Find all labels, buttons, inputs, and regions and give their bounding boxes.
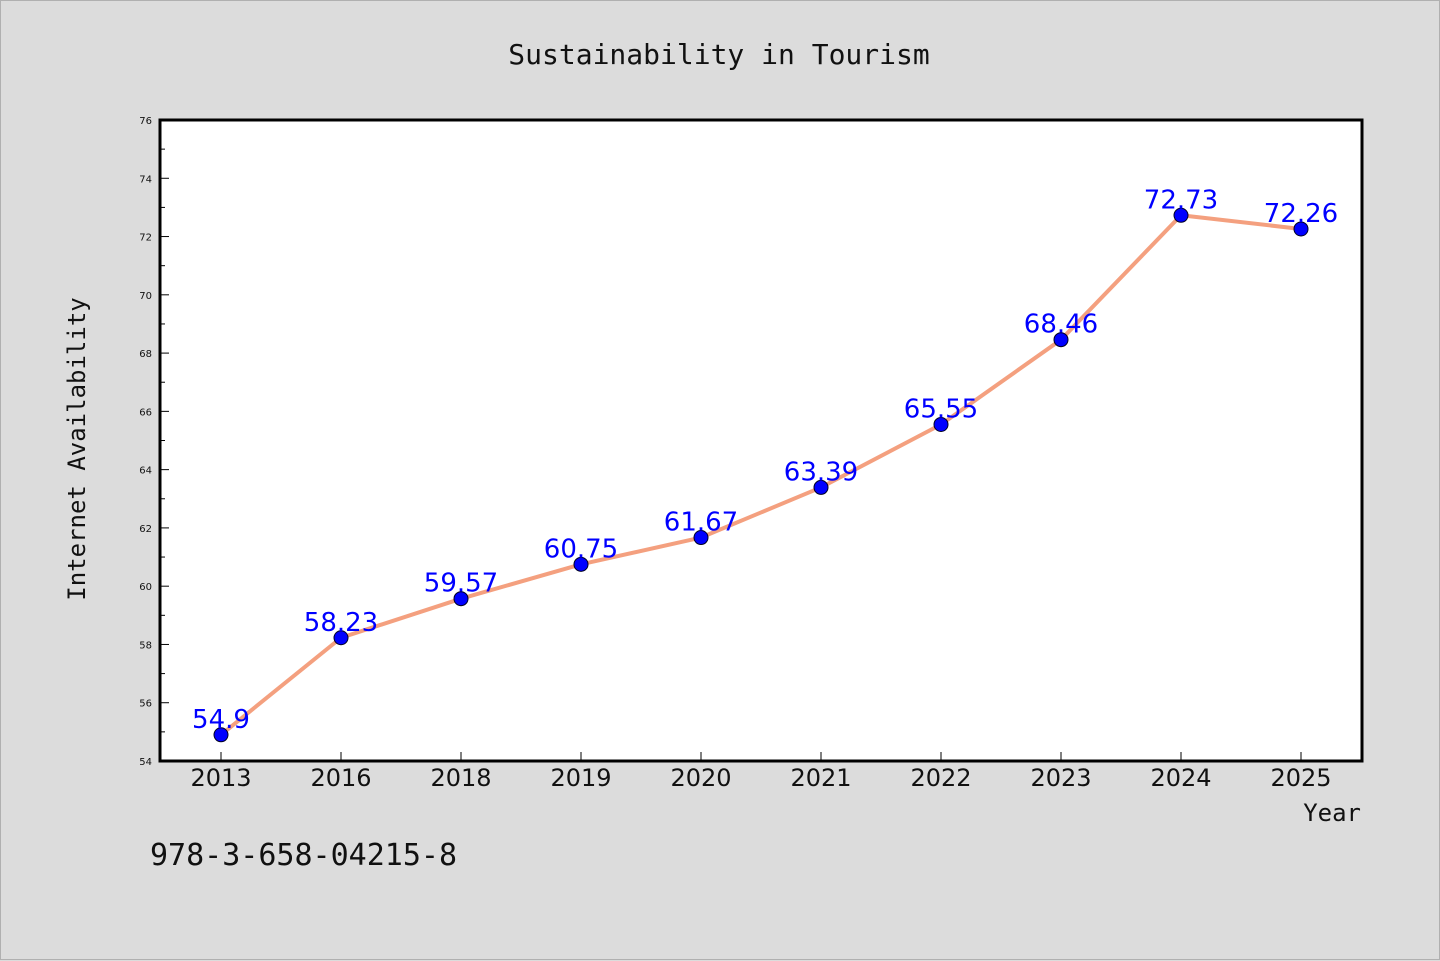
y-tick-label: 70: [139, 291, 152, 302]
y-axis: 54 56 58 60 62 64 66 68 70 72 74 76: [139, 116, 169, 768]
data-label: 61.67: [664, 508, 738, 538]
x-tick-label: 2024: [1150, 764, 1211, 792]
data-label: 63.39: [784, 457, 858, 487]
data-label: 59.57: [424, 569, 498, 599]
series-line-group: [219, 213, 1302, 737]
data-point: [1293, 221, 1309, 237]
data-label: 65.55: [904, 394, 978, 424]
y-tick-label: 56: [139, 699, 152, 710]
data-labels-group: 54.9 58.23 59.57 60.75 61.67 63.39 65.55 68.46 7…: [192, 185, 1338, 735]
data-point: [1053, 332, 1069, 348]
data-label: 54.9: [192, 705, 250, 735]
x-axis-label: Year: [1303, 799, 1361, 827]
data-point: [213, 727, 229, 743]
series-line: [219, 213, 1302, 737]
x-tick-label: 2025: [1270, 764, 1331, 792]
data-label: 58.23: [304, 608, 378, 638]
y-tick-label: 66: [139, 407, 152, 418]
y-tick-label: 74: [139, 174, 152, 185]
y-tick-label: 58: [139, 640, 152, 651]
data-point: [693, 530, 709, 546]
data-label: 72.73: [1144, 185, 1218, 215]
data-point: [333, 630, 349, 646]
y-tick-label: 72: [139, 233, 152, 244]
data-label: 72.26: [1264, 199, 1338, 229]
y-tick-label: 76: [139, 116, 152, 127]
y-tick-label: 64: [139, 466, 152, 477]
y-tick-label: 54: [139, 757, 152, 768]
y-axis-label: Internet Availability: [63, 297, 91, 600]
x-tick-label: 2018: [430, 764, 491, 792]
x-tick-label: 2021: [790, 764, 851, 792]
y-tick-label: 68: [139, 349, 152, 360]
data-point: [573, 556, 589, 572]
series-markers-group: [213, 207, 1309, 743]
data-point: [813, 479, 829, 495]
x-tick-label: 2019: [550, 764, 611, 792]
plot-area: [158, 118, 1364, 763]
x-axis: 2013 2016 2018 2019 2020 2021 2022 2023 2024 2025: [190, 752, 1332, 792]
x-tick-label: 2023: [1030, 764, 1091, 792]
data-point: [933, 416, 949, 432]
x-tick-label: 2020: [670, 764, 731, 792]
data-point: [1173, 207, 1189, 223]
x-tick-label: 2013: [190, 764, 251, 792]
isbn-annotation: 978-3-658-04215-8: [150, 838, 457, 873]
x-tick-label: 2022: [910, 764, 971, 792]
x-tick-label: 2016: [310, 764, 371, 792]
y-tick-label: 62: [139, 524, 152, 535]
chart-title: Sustainability in Tourism: [508, 38, 929, 71]
data-label: 60.75: [544, 534, 618, 564]
y-tick-label: 60: [139, 582, 152, 593]
data-point: [453, 591, 469, 607]
data-label: 68.46: [1024, 310, 1098, 340]
